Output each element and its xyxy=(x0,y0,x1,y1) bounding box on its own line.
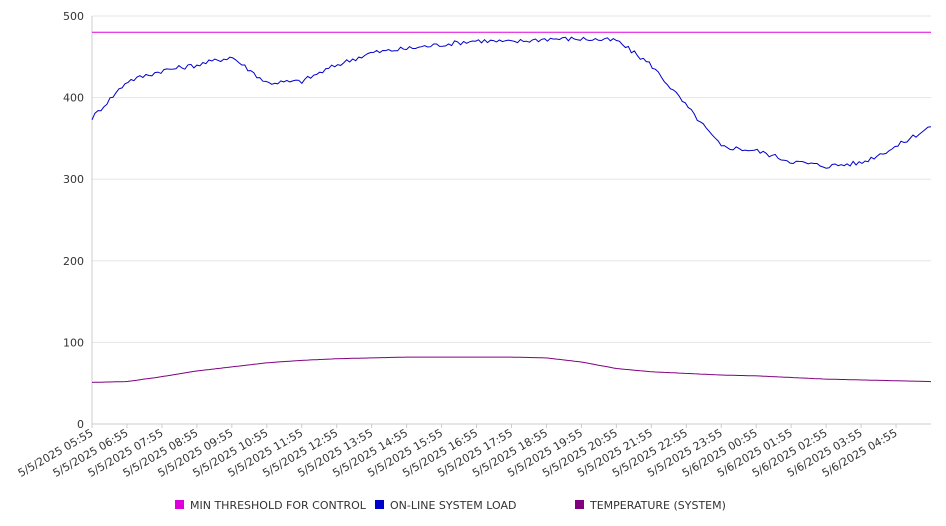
y-tick-label: 300 xyxy=(63,173,84,186)
x-axis-ticks: 5/5/2025 05:555/5/2025 06:555/5/2025 07:… xyxy=(16,424,900,480)
legend-label: TEMPERATURE (SYSTEM) xyxy=(589,499,726,512)
legend-swatch xyxy=(375,500,384,509)
y-tick-label: 500 xyxy=(63,10,84,23)
y-tick-label: 0 xyxy=(77,418,84,431)
legend-swatch xyxy=(575,500,584,509)
axes xyxy=(91,16,931,425)
y-axis-ticks: 0 100 200 300 400 500 xyxy=(63,10,84,431)
legend-label: ON-LINE SYSTEM LOAD xyxy=(390,499,516,512)
series-line xyxy=(91,356,932,383)
legend-swatch xyxy=(175,500,184,509)
grid-lines xyxy=(92,15,931,343)
legend: MIN THRESHOLD FOR CONTROL ON-LINE SYSTEM … xyxy=(175,499,726,512)
series-lines xyxy=(91,31,932,383)
legend-label: MIN THRESHOLD FOR CONTROL xyxy=(190,499,367,512)
series-line xyxy=(91,36,932,169)
y-tick-label: 100 xyxy=(63,336,84,349)
y-tick-label: 200 xyxy=(63,255,84,268)
y-tick-label: 400 xyxy=(63,92,84,105)
